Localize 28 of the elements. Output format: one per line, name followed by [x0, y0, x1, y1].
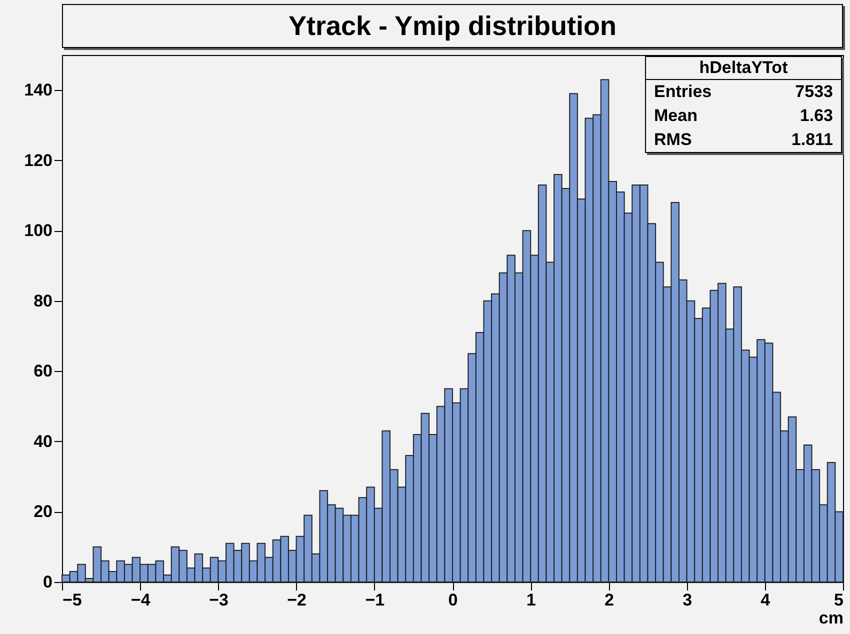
x-tick-label: −5 [62, 590, 82, 610]
y-tick-label: 80 [34, 291, 52, 310]
annotation: hDeltaYTot [646, 57, 841, 80]
y-tick-label: 20 [34, 502, 52, 522]
x-axis-title: cm [818, 608, 844, 628]
x-tick-label: 4 [760, 590, 771, 610]
annotation: 1.63 [800, 105, 833, 127]
x-tick-label: −1 [365, 590, 385, 610]
x-tick-label: 5 [834, 590, 844, 610]
y-tick-label: 0 [43, 572, 52, 592]
chart-title: Ytrack - Ymip distribution [62, 4, 843, 48]
x-tick-label: −2 [287, 590, 306, 610]
annotation: 1.811 [791, 129, 833, 151]
y-tick-label: 100 [24, 221, 52, 240]
annotation: 7533 [795, 81, 833, 103]
x-tick-label: 3 [682, 590, 692, 610]
x-tick-label: 1 [526, 590, 536, 610]
y-tick-label: 140 [24, 80, 52, 100]
y-tick-label: 120 [24, 150, 52, 170]
x-tick-label: −3 [209, 590, 228, 610]
y-tick-label: 40 [34, 432, 52, 451]
x-tick-label: 2 [604, 590, 614, 610]
x-tick-label: −4 [130, 590, 151, 610]
x-tick-label: 0 [448, 590, 458, 610]
annotation: Entries [654, 81, 712, 103]
annotation: RMS [654, 129, 692, 151]
y-tick-label: 60 [34, 362, 52, 381]
annotation: Mean [654, 105, 698, 127]
